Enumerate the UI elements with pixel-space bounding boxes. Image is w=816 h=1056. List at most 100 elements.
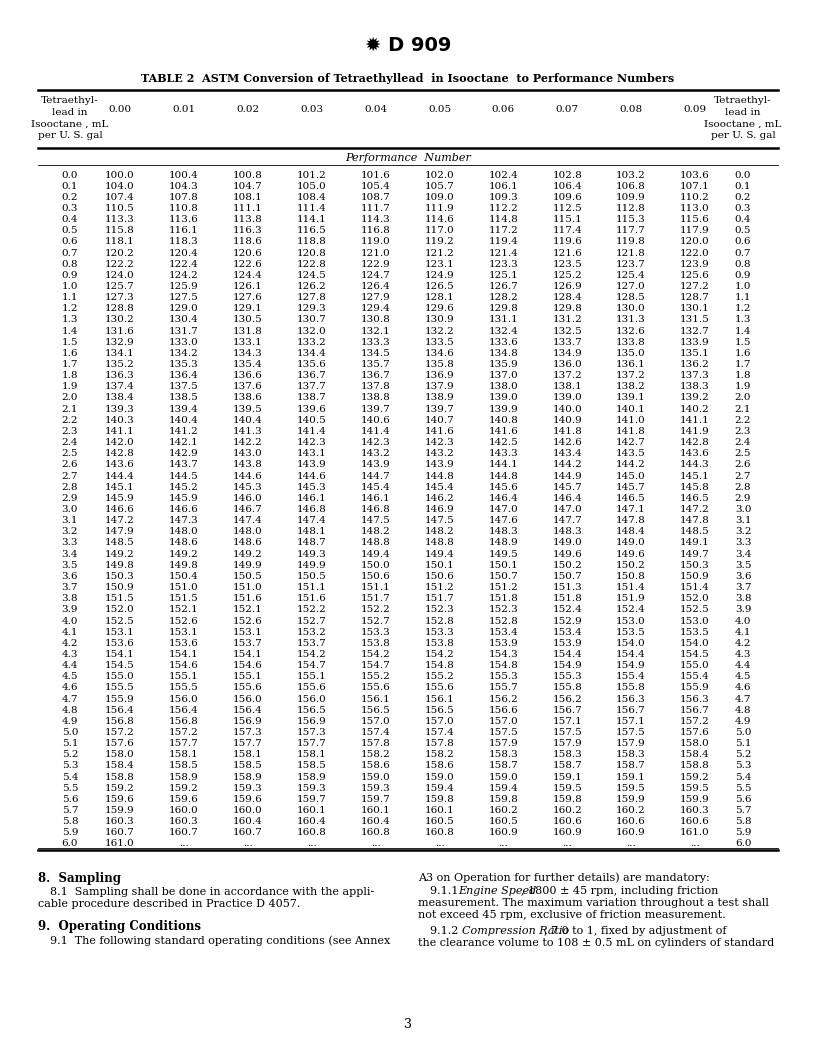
Text: 141.8: 141.8 [552,427,582,436]
Text: 150.9: 150.9 [105,583,135,592]
Text: 127.6: 127.6 [233,294,263,302]
Text: 153.4: 153.4 [552,627,582,637]
Text: 150.1: 150.1 [489,561,518,570]
Text: 141.0: 141.0 [616,416,646,425]
Text: 2.1: 2.1 [62,404,78,414]
Text: 127.9: 127.9 [361,294,390,302]
Text: 0.8: 0.8 [62,260,78,268]
Text: 152.6: 152.6 [233,617,263,625]
Text: 151.2: 151.2 [489,583,518,592]
Text: 111.7: 111.7 [361,204,390,213]
Text: 152.6: 152.6 [169,617,199,625]
Text: 137.3: 137.3 [680,372,710,380]
Text: 137.6: 137.6 [233,382,263,392]
Text: 151.7: 151.7 [361,595,390,603]
Text: 1.0: 1.0 [62,282,78,291]
Text: 152.1: 152.1 [233,605,263,615]
Text: 157.1: 157.1 [552,717,582,725]
Text: 3.1: 3.1 [734,516,752,525]
Text: 142.2: 142.2 [233,438,263,447]
Text: 3.7: 3.7 [734,583,752,592]
Text: 122.8: 122.8 [297,260,326,268]
Text: 159.6: 159.6 [233,795,263,804]
Text: 4.6: 4.6 [734,683,752,693]
Text: 155.6: 155.6 [297,683,326,693]
Text: 155.7: 155.7 [489,683,518,693]
Text: 156.7: 156.7 [616,705,646,715]
Text: 131.5: 131.5 [680,316,710,324]
Text: 124.5: 124.5 [297,270,326,280]
Text: 5.7: 5.7 [734,806,752,815]
Text: 137.0: 137.0 [489,372,518,380]
Text: 147.3: 147.3 [169,516,199,525]
Text: 157.6: 157.6 [680,728,710,737]
Text: 146.5: 146.5 [616,494,646,503]
Text: 158.5: 158.5 [169,761,199,771]
Text: 158.8: 158.8 [105,773,135,781]
Text: 4.9: 4.9 [62,717,78,725]
Text: 143.7: 143.7 [169,460,199,470]
Text: 159.1: 159.1 [552,773,582,781]
Text: 148.6: 148.6 [233,539,263,547]
Text: 0.04: 0.04 [364,106,387,114]
Text: 158.0: 158.0 [105,751,135,759]
Text: 139.7: 139.7 [424,404,455,414]
Text: 159.5: 159.5 [680,784,710,793]
Text: 5.2: 5.2 [62,751,78,759]
Text: 133.5: 133.5 [424,338,455,346]
Text: 148.5: 148.5 [105,539,135,547]
Text: 149.6: 149.6 [616,549,646,559]
Text: 4.2: 4.2 [734,639,752,647]
Text: 129.4: 129.4 [361,304,390,314]
Text: 151.8: 151.8 [489,595,518,603]
Text: 155.1: 155.1 [297,673,326,681]
Text: 122.2: 122.2 [105,260,135,268]
Text: 154.7: 154.7 [361,661,390,671]
Text: 139.2: 139.2 [680,394,710,402]
Text: , 1800 ± 45 rpm, including friction: , 1800 ± 45 rpm, including friction [521,886,718,897]
Text: 0.3: 0.3 [62,204,78,213]
Text: 124.0: 124.0 [105,270,135,280]
Text: 159.5: 159.5 [616,784,646,793]
Text: 152.9: 152.9 [552,617,582,625]
Text: 153.1: 153.1 [233,627,263,637]
Text: 131.1: 131.1 [489,316,518,324]
Text: 156.7: 156.7 [552,705,582,715]
Text: 157.0: 157.0 [489,717,518,725]
Text: 160.2: 160.2 [616,806,646,815]
Text: 2.5: 2.5 [734,449,752,458]
Text: Performance  Number: Performance Number [345,153,471,163]
Text: 159.6: 159.6 [169,795,199,804]
Text: 4.4: 4.4 [62,661,78,671]
Text: 142.0: 142.0 [105,438,135,447]
Text: 116.1: 116.1 [169,226,199,235]
Text: 155.0: 155.0 [105,673,135,681]
Text: 158.9: 158.9 [169,773,199,781]
Text: 144.5: 144.5 [169,472,199,480]
Text: 0.2: 0.2 [62,193,78,202]
Text: 146.9: 146.9 [424,505,455,514]
Text: 144.4: 144.4 [105,472,135,480]
Text: 157.2: 157.2 [169,728,199,737]
Text: 0.03: 0.03 [300,106,323,114]
Text: 159.5: 159.5 [552,784,582,793]
Text: 157.3: 157.3 [297,728,326,737]
Text: 159.6: 159.6 [105,795,135,804]
Text: 111.9: 111.9 [424,204,455,213]
Text: 143.6: 143.6 [680,449,710,458]
Text: 149.4: 149.4 [424,549,455,559]
Text: 157.4: 157.4 [361,728,390,737]
Text: 138.7: 138.7 [297,394,326,402]
Text: 129.1: 129.1 [233,304,263,314]
Text: 114.6: 114.6 [424,215,455,224]
Text: 148.2: 148.2 [424,527,455,536]
Text: 149.9: 149.9 [233,561,263,570]
Text: 133.8: 133.8 [616,338,646,346]
Text: 123.3: 123.3 [489,260,518,268]
Text: 120.8: 120.8 [297,248,326,258]
Text: 127.2: 127.2 [680,282,710,291]
Text: 0.5: 0.5 [734,226,752,235]
Text: ...: ... [690,840,700,849]
Text: 141.3: 141.3 [233,427,263,436]
Text: 154.9: 154.9 [552,661,582,671]
